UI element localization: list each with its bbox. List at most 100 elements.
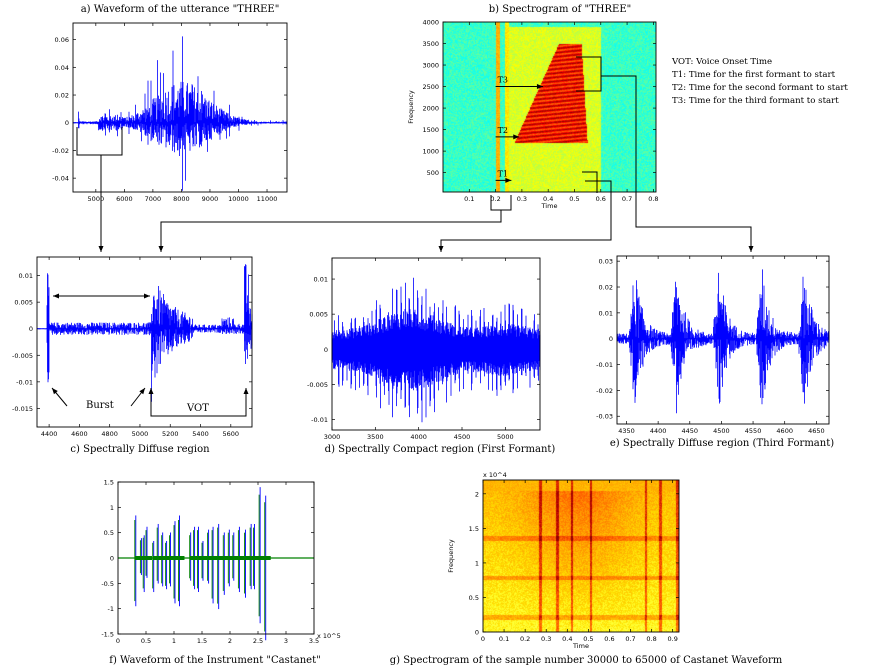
x-tick-label: 5000	[88, 195, 105, 203]
y-tick-label: 1	[110, 504, 114, 512]
panel-c: 4400 4600 4800 5000 5200 5400 5600 -0.015 -0.01 -…	[12, 256, 253, 455]
y-tick-label: 0	[29, 325, 33, 333]
x-tick-label: 0.6	[596, 195, 606, 203]
castanet-decay	[202, 556, 208, 560]
y-tick-label: 1.5	[469, 525, 479, 533]
castanet-decay	[193, 556, 200, 560]
x-tick-label: 2	[228, 637, 232, 645]
y-tick-label: -0.03	[596, 413, 613, 421]
y-tick-label: 0	[110, 555, 114, 563]
x-tick-label: 0.5	[569, 195, 579, 203]
y-tick-label: 0	[324, 346, 328, 354]
y-tick-label: -0.015	[12, 405, 33, 413]
x-tick-label: 9000	[202, 195, 219, 203]
x-axis-label: Time	[541, 202, 558, 210]
t1-region-bracket	[582, 171, 598, 193]
y-tick-label: -0.01	[16, 378, 33, 386]
x-tick-label: 0.3	[517, 195, 527, 203]
y-tick-label: -0.02	[596, 387, 613, 395]
spectrogram-castanet-heatmap	[483, 480, 679, 632]
vot-label: VOT	[186, 403, 209, 414]
panel-f: 0 0.5 1 1.5 2 2.5 3 3.5 -1.5 -1 -0.5 0 0.5 1 1.5 f) Wav…	[101, 479, 340, 666]
castanet-decay	[207, 556, 214, 560]
x-tick-label: 0.2	[490, 195, 500, 203]
x-tick-label: 4400	[650, 427, 667, 435]
panel-d: 3000 3500 4000 4500 5000 -0.01 -0.005 0 0.005 0.0…	[307, 257, 556, 455]
x-tick-label: 4600	[71, 430, 88, 438]
castanet-decay	[253, 556, 260, 560]
y-tick-label: 0.01	[314, 276, 328, 284]
y-tick-label: 0.04	[55, 64, 69, 72]
x-tick-label: 0.7	[622, 195, 632, 203]
plot-frame	[616, 255, 830, 425]
connector-arrow-head	[158, 246, 164, 252]
x-tick-label: 0	[481, 635, 485, 643]
y-tick-label: -0.005	[307, 381, 328, 389]
formant-arrow-head	[536, 84, 543, 90]
castanet-decay	[134, 556, 141, 560]
panel-b: 0.1 0.2 0.3 0.4 0.5 0.6 0.7 0.8 500 1000 1500 2000 2…	[407, 4, 659, 210]
waveform-trace	[616, 269, 830, 414]
x-tick-label: 0.7	[625, 635, 635, 643]
x-tick-label: 4400	[41, 430, 58, 438]
x-tick-label: 6000	[116, 195, 133, 203]
x-tick-label: 8000	[173, 195, 190, 203]
x-tick-label: 5200	[162, 430, 179, 438]
connector-arrow-head	[438, 246, 444, 252]
y-tick-label: 2	[475, 490, 479, 498]
castanet-decay	[169, 556, 176, 560]
x-tick-label: 3.5	[309, 637, 319, 645]
x-tick-label: 7000	[145, 195, 162, 203]
x-tick-label: 0.8	[648, 195, 658, 203]
plot-frame	[482, 479, 680, 633]
connector-arrow-head	[748, 246, 754, 252]
x-tick-label: 0.1	[464, 195, 474, 203]
y-tick-label: 1500	[422, 126, 439, 134]
y-tick-label: 1000	[422, 148, 439, 156]
x-tick-label: 5400	[192, 430, 209, 438]
chart-title: g) Spectrogram of the sample number 3000…	[390, 655, 783, 666]
chart-title: d) Spectrally Compact region (First Form…	[325, 444, 556, 455]
y-tick-label: 0	[475, 629, 479, 637]
x-tick-label: 5000	[132, 430, 149, 438]
y-tick-label: 0.01	[599, 309, 613, 317]
y-tick-label: 0.03	[599, 258, 613, 266]
x-tick-label: 0.4	[562, 635, 572, 643]
y-axis-label: Frequency	[447, 539, 455, 573]
x-tick-label: 5600	[223, 430, 240, 438]
y-axis-label: Frequency	[407, 90, 415, 124]
x-tick-label: 0.8	[646, 635, 656, 643]
y-tick-label: 2500	[422, 83, 439, 91]
x-tick-label: 3500	[367, 433, 384, 441]
arrow-head	[139, 388, 145, 395]
x-tick-label: 4600	[776, 427, 793, 435]
panel-connectors	[76, 56, 754, 252]
y-tick-label: 0.5	[469, 594, 479, 602]
y-tick-label: 500	[427, 169, 439, 177]
vot-annotations: Burst VOT	[51, 293, 249, 417]
arrow-head	[53, 293, 59, 299]
legend-t2: T2: Time for the second formant to start	[672, 83, 848, 93]
y-tick-label: 0.005	[14, 299, 33, 307]
castanet-decay	[244, 556, 251, 560]
x-tick-label: 0.4	[543, 195, 553, 203]
x-tick-label: 5000	[497, 433, 514, 441]
connector-b-to-d	[440, 180, 612, 252]
chart-title: b) Spectrogram of "THREE"	[489, 4, 632, 15]
formant-marker-label: T1	[498, 169, 508, 178]
panel-a: 5000 6000 7000 8000 9000 10000 11000 -0.04 -0.02…	[52, 4, 288, 203]
t3-region-bracket	[576, 56, 602, 92]
x-tick-label: 4500	[713, 427, 730, 435]
castanet-decay	[259, 556, 266, 560]
panel-e: 4350 4400 4450 4500 4550 4600 4650 -0.03 -0.02 -0…	[596, 255, 834, 449]
y-multiplier: x 10^4	[483, 471, 507, 479]
waveform-region-bracket	[76, 127, 123, 156]
spectrogram-three-heatmap	[443, 22, 656, 192]
legend-vot: VOT: Voice Onset Time	[672, 57, 773, 67]
castanet-decay	[212, 556, 219, 560]
y-tick-label: -0.005	[12, 352, 33, 360]
chart-title: e) Spectrally Diffuse region (Third Form…	[610, 438, 834, 449]
castanet-decay	[157, 556, 164, 560]
